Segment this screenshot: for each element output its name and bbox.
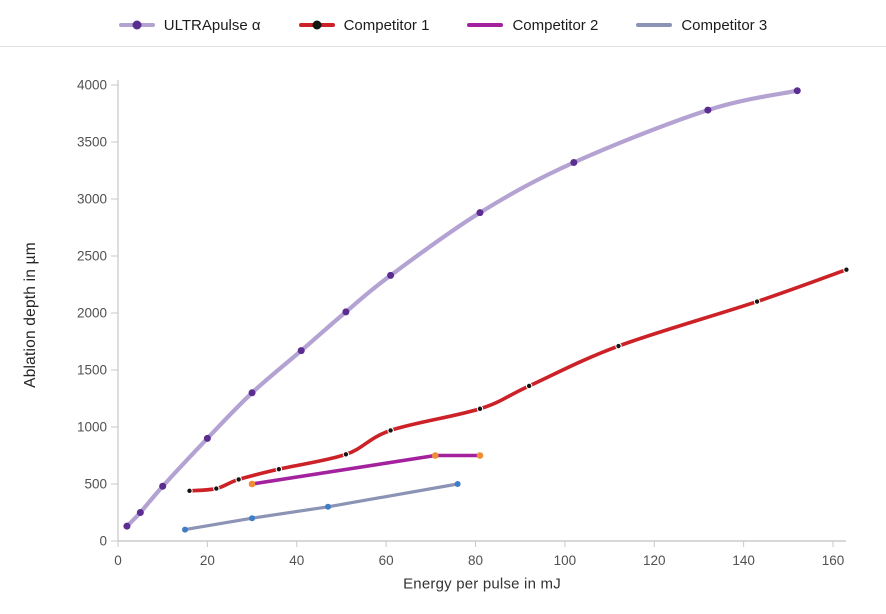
legend-line-swatch <box>298 20 335 30</box>
y-tick-label: 3500 <box>77 135 107 150</box>
data-point-competitor-1 <box>387 427 394 434</box>
legend-item-competitor-3: Competitor 3 <box>636 18 767 33</box>
y-tick-label: 0 <box>99 534 107 549</box>
y-tick-label: 4000 <box>77 78 107 93</box>
legend-divider <box>0 46 886 47</box>
y-tick-label: 2500 <box>77 249 107 264</box>
series-line-ultrapulse <box>124 88 800 529</box>
data-point-competitor-1 <box>525 382 533 390</box>
legend-item-ultrapulse: ULTRApulse α <box>118 16 261 34</box>
x-tick-label: 60 <box>379 553 394 568</box>
data-point-ultrapulse <box>248 389 256 397</box>
legend-line-swatch <box>636 23 673 27</box>
data-point-competitor-1 <box>476 405 484 412</box>
data-point-competitor-1 <box>843 266 850 273</box>
x-tick-label: 0 <box>114 553 122 568</box>
data-point-competitor-1 <box>342 451 350 458</box>
data-point-ultrapulse <box>123 522 131 530</box>
data-point-ultrapulse <box>159 482 167 490</box>
data-point-ultrapulse <box>793 87 801 95</box>
x-tick-label: 20 <box>200 553 215 568</box>
legend-label: Competitor 3 <box>681 16 768 34</box>
y-tick-label: 2000 <box>77 306 107 321</box>
series-line-competitor-1 <box>187 267 849 493</box>
x-tick-label: 120 <box>643 553 666 568</box>
x-tick-label: 140 <box>732 553 755 568</box>
data-point-competitor-1 <box>753 298 761 305</box>
data-point-ultrapulse <box>203 434 211 442</box>
series-line-competitor-3 <box>183 482 460 532</box>
data-point-ultrapulse <box>342 308 350 316</box>
data-point-ultrapulse <box>297 347 305 355</box>
data-point-competitor-3 <box>249 515 256 522</box>
x-tick-label: 160 <box>822 553 845 568</box>
legend-label: ULTRApulse α <box>163 16 261 34</box>
data-point-competitor-1 <box>213 485 220 492</box>
data-point-competitor-3 <box>182 526 189 533</box>
data-point-competitor-1 <box>186 487 193 495</box>
x-tick-label: 80 <box>468 553 483 568</box>
data-point-competitor-2 <box>248 480 256 488</box>
data-point-competitor-3 <box>325 503 332 510</box>
x-tick-label: 100 <box>554 553 577 568</box>
x-tick-label: 40 <box>289 553 304 568</box>
x-axis-title: Energy per pulse in mJ <box>403 575 561 593</box>
legend-line-swatch <box>467 23 504 27</box>
data-point-ultrapulse <box>136 509 144 516</box>
legend: ULTRApulse α Competitor 1 Competitor 2 Comp… <box>0 12 886 38</box>
data-point-ultrapulse <box>570 159 578 167</box>
legend-line-swatch <box>118 20 155 30</box>
data-point-ultrapulse <box>387 271 395 279</box>
legend-item-competitor-2: Competitor 2 <box>467 18 598 33</box>
data-point-competitor-2 <box>476 452 484 459</box>
data-point-competitor-1 <box>615 342 622 350</box>
legend-item-competitor-1: Competitor 1 <box>298 16 430 34</box>
data-point-competitor-1 <box>275 465 283 473</box>
legend-marker-dot <box>132 20 142 30</box>
data-point-competitor-1 <box>235 476 242 483</box>
series-line-competitor-2 <box>250 453 482 486</box>
y-tick-label: 1000 <box>77 420 107 435</box>
data-point-ultrapulse <box>704 106 712 114</box>
plot-area: 0 500 1000 1500 2000 2500 3000 3500 4000 0 20 40 60 8… <box>77 78 850 568</box>
legend-marker-dot <box>312 20 322 30</box>
y-tick-label: 3000 <box>77 192 107 207</box>
data-point-ultrapulse <box>476 209 484 217</box>
legend-label: Competitor 2 <box>512 16 599 34</box>
legend-label: Competitor 1 <box>343 16 430 34</box>
y-tick-label: 1500 <box>77 363 107 378</box>
y-tick-label: 500 <box>84 477 107 492</box>
data-point-competitor-2 <box>431 452 439 459</box>
data-point-competitor-3 <box>454 481 461 487</box>
